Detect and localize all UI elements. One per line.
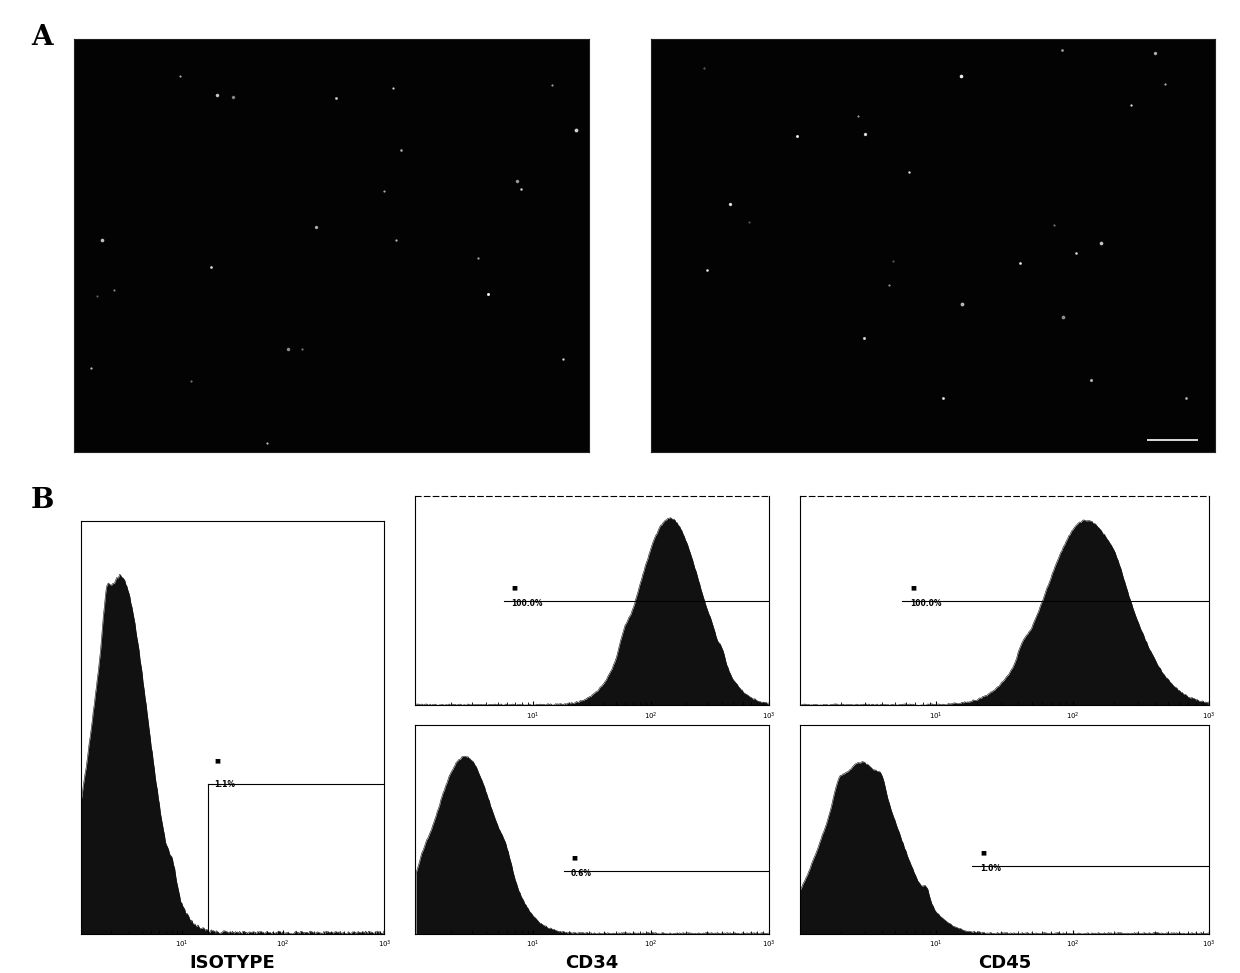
X-axis label: CD90: CD90 [978,726,1030,743]
Text: ■: ■ [570,856,577,861]
Text: 1.1%: 1.1% [215,780,236,789]
Text: B: B [31,486,55,514]
Text: ■: ■ [215,758,221,763]
X-axis label: CD45: CD45 [978,955,1030,972]
Text: ■: ■ [980,850,986,855]
X-axis label: ISOTYPE: ISOTYPE [190,955,275,972]
Text: ■: ■ [511,586,517,591]
Text: 0.6%: 0.6% [570,870,591,879]
Text: 100.0%: 100.0% [910,599,942,608]
Text: 100.0%: 100.0% [511,599,542,608]
X-axis label: CD29: CD29 [565,726,619,743]
Text: ■: ■ [910,586,916,591]
Text: A: A [31,24,52,52]
X-axis label: CD34: CD34 [565,955,619,972]
Text: 1.0%: 1.0% [980,864,1001,873]
